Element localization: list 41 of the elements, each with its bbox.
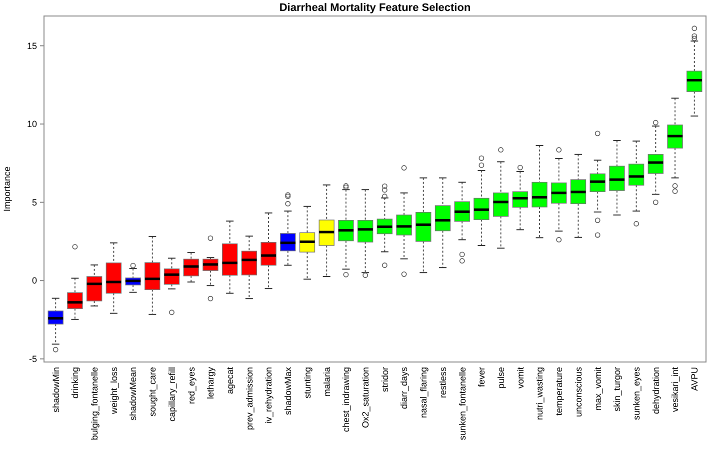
x-tick-label: max_vomit	[592, 366, 603, 411]
chart-title: Diarrheal Mortality Feature Selection	[279, 2, 471, 14]
x-tick-label: malaria	[322, 367, 332, 397]
y-tick-label: 15	[26, 40, 37, 51]
x-tick-label: fever	[476, 367, 487, 388]
x-tick-label: temperature	[554, 367, 564, 416]
x-tick-label: unconscious	[573, 366, 584, 418]
x-tick-label: capillary_refill	[166, 367, 177, 422]
x-tick-label: nasal_flaring	[418, 367, 429, 418]
x-tick-label: iv_rehydration	[264, 367, 274, 424]
x-tick-label: drinking	[70, 367, 80, 399]
x-tick-label: shadowMean	[128, 367, 138, 421]
x-tick-label: diarr_days	[399, 366, 410, 410]
x-tick-label: red_eyes	[186, 366, 196, 404]
x-tick-label: sunken_fontanelle	[457, 367, 468, 440]
x-tick-label: nutri_wasting	[534, 367, 545, 420]
y-tick-label: -5	[28, 354, 37, 364]
y-tick-label: 5	[32, 197, 37, 208]
x-tick-label: lethargy	[206, 366, 216, 400]
x-tick-label: sought_care	[148, 367, 158, 417]
x-tick-label: agecat	[224, 366, 235, 394]
y-axis-title: Importance	[2, 166, 12, 212]
x-tick-label: chest_indrawing	[341, 367, 352, 432]
y-tick-label: 10	[26, 119, 37, 130]
x-tick-label: Ox2_saturation	[360, 367, 370, 428]
x-tick-label: stunting	[302, 367, 312, 399]
x-tick-label: skin_turgor	[612, 367, 622, 412]
x-tick-label: weight_loss	[108, 366, 119, 416]
x-tick-label: AVPU	[690, 367, 700, 391]
x-tick-label: bulging_fontanelle	[89, 367, 100, 440]
x-tick-label: vesikari_int	[670, 366, 680, 412]
x-tick-label: vomit	[515, 366, 526, 389]
x-tick-label: dehydration	[650, 367, 661, 414]
y-tick-label: 0	[32, 276, 37, 286]
x-tick-label: restless	[438, 366, 448, 398]
x-tick-label: sunken_eyes	[631, 366, 642, 420]
x-tick-label: shadowMax	[283, 366, 294, 416]
x-tick-label: shadowMin	[50, 367, 61, 413]
x-tick-label: stridor	[380, 367, 390, 392]
x-tick-label: prev_admission	[244, 367, 254, 430]
x-tick-label: pulse	[496, 367, 506, 389]
